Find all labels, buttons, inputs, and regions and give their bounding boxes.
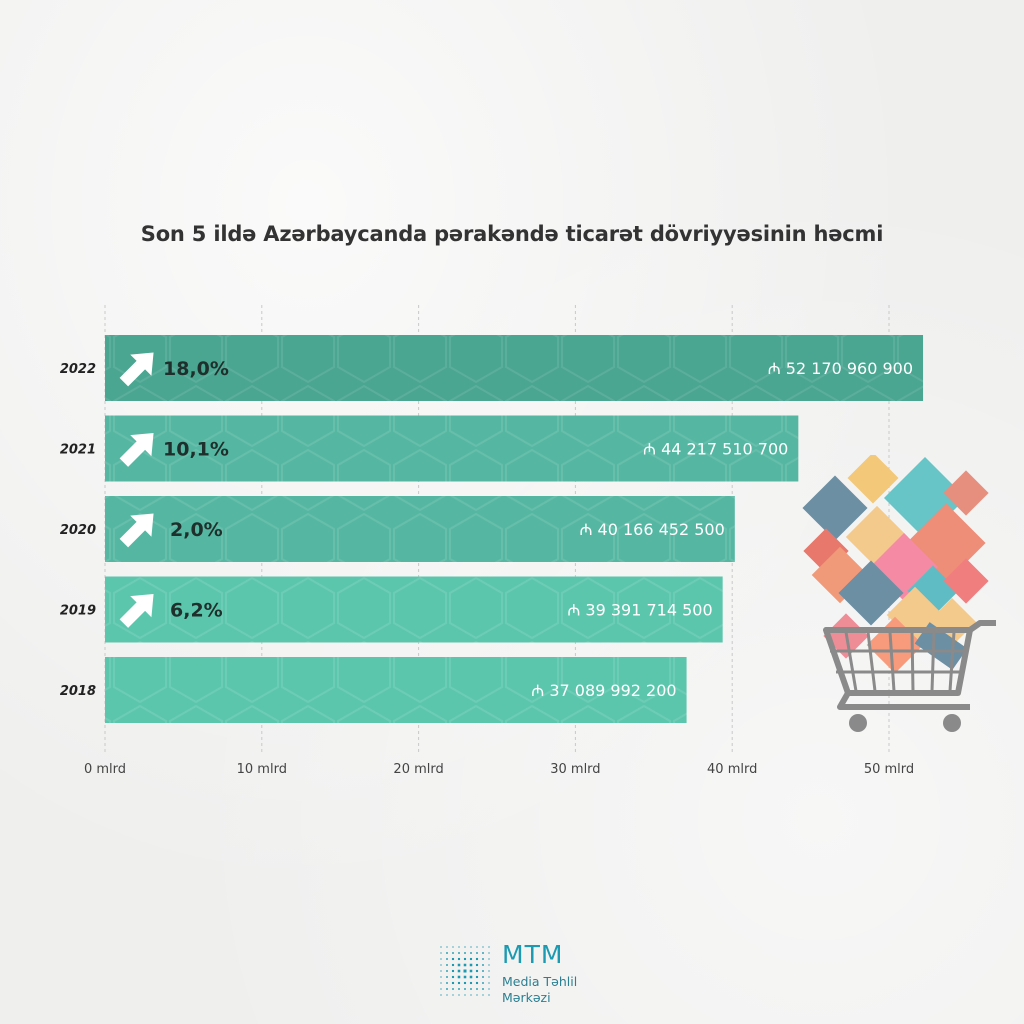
year-label: 2018 bbox=[60, 684, 96, 699]
growth-arrow-icon bbox=[119, 352, 154, 387]
bar-texture bbox=[105, 335, 924, 401]
value-label: ₼ 52 170 960 900 bbox=[768, 359, 913, 378]
bar-texture bbox=[105, 657, 687, 723]
logo-subtitle-line2: Mərkəzi bbox=[502, 990, 551, 1005]
x-tick-label: 40 mlrd bbox=[707, 762, 757, 777]
logo-subtitle-line1: Media Təhlil bbox=[502, 974, 578, 989]
bar-texture bbox=[105, 496, 735, 562]
bar-row: 2021 10,1% ₼ 44 217 510 700 bbox=[60, 415, 799, 482]
cart-basket-lines bbox=[830, 631, 966, 692]
bar-texture bbox=[105, 576, 723, 643]
bar-row: 2018 ₼ 37 089 992 200 bbox=[60, 657, 687, 723]
growth-label: 10,1% bbox=[163, 439, 229, 461]
growth-label: 6,2% bbox=[170, 600, 223, 622]
year-label: 2020 bbox=[60, 523, 96, 538]
mtm-logo: MTM Media Təhlil Mərkəzi bbox=[438, 940, 598, 1006]
chart-title: Son 5 ildə Azərbaycanda pərakəndə ticarə… bbox=[140, 222, 884, 246]
growth-arrow-icon bbox=[119, 593, 154, 628]
x-tick-label: 0 mlrd bbox=[84, 762, 126, 777]
value-label: ₼ 44 217 510 700 bbox=[643, 440, 788, 459]
x-tick-label: 30 mlrd bbox=[550, 762, 600, 777]
bar-row: 2022 18,0% ₼ 52 170 960 900 bbox=[60, 335, 924, 401]
bar-row: 2019 6,2% ₼ 39 391 714 500 bbox=[60, 576, 723, 643]
value-label: ₼ 37 089 992 200 bbox=[531, 681, 676, 700]
year-label: 2022 bbox=[60, 362, 96, 377]
growth-arrow-icon bbox=[119, 432, 154, 467]
value-label: ₼ 39 391 714 500 bbox=[567, 601, 712, 620]
x-tick-label: 50 mlrd bbox=[864, 762, 914, 777]
bar-chart: 2022 18,0% ₼ 52 170 960 900 2021 10,1% ₼ 44 2… bbox=[60, 305, 924, 777]
growth-label: 2,0% bbox=[170, 519, 223, 541]
x-axis-ticks: 0 mlrd 10 mlrd 20 mlrd 30 mlrd 40 mlrd 50 mlr… bbox=[84, 762, 914, 777]
value-label: ₼ 40 166 452 500 bbox=[580, 520, 725, 539]
logo-title: MTM bbox=[502, 940, 564, 969]
x-tick-label: 10 mlrd bbox=[237, 762, 287, 777]
year-label: 2019 bbox=[60, 604, 96, 619]
bar-row: 2020 2,0% ₼ 40 166 452 500 bbox=[60, 496, 735, 562]
growth-arrow-icon bbox=[119, 513, 154, 548]
logo-grid-icon bbox=[440, 946, 490, 996]
bars: 2022 18,0% ₼ 52 170 960 900 2021 10,1% ₼ 44 2… bbox=[60, 335, 924, 723]
x-tick-label: 20 mlrd bbox=[393, 762, 443, 777]
growth-label: 18,0% bbox=[163, 358, 229, 380]
shopping-cart-icon bbox=[802, 455, 996, 732]
bar-texture bbox=[105, 415, 799, 482]
year-label: 2021 bbox=[60, 443, 96, 458]
